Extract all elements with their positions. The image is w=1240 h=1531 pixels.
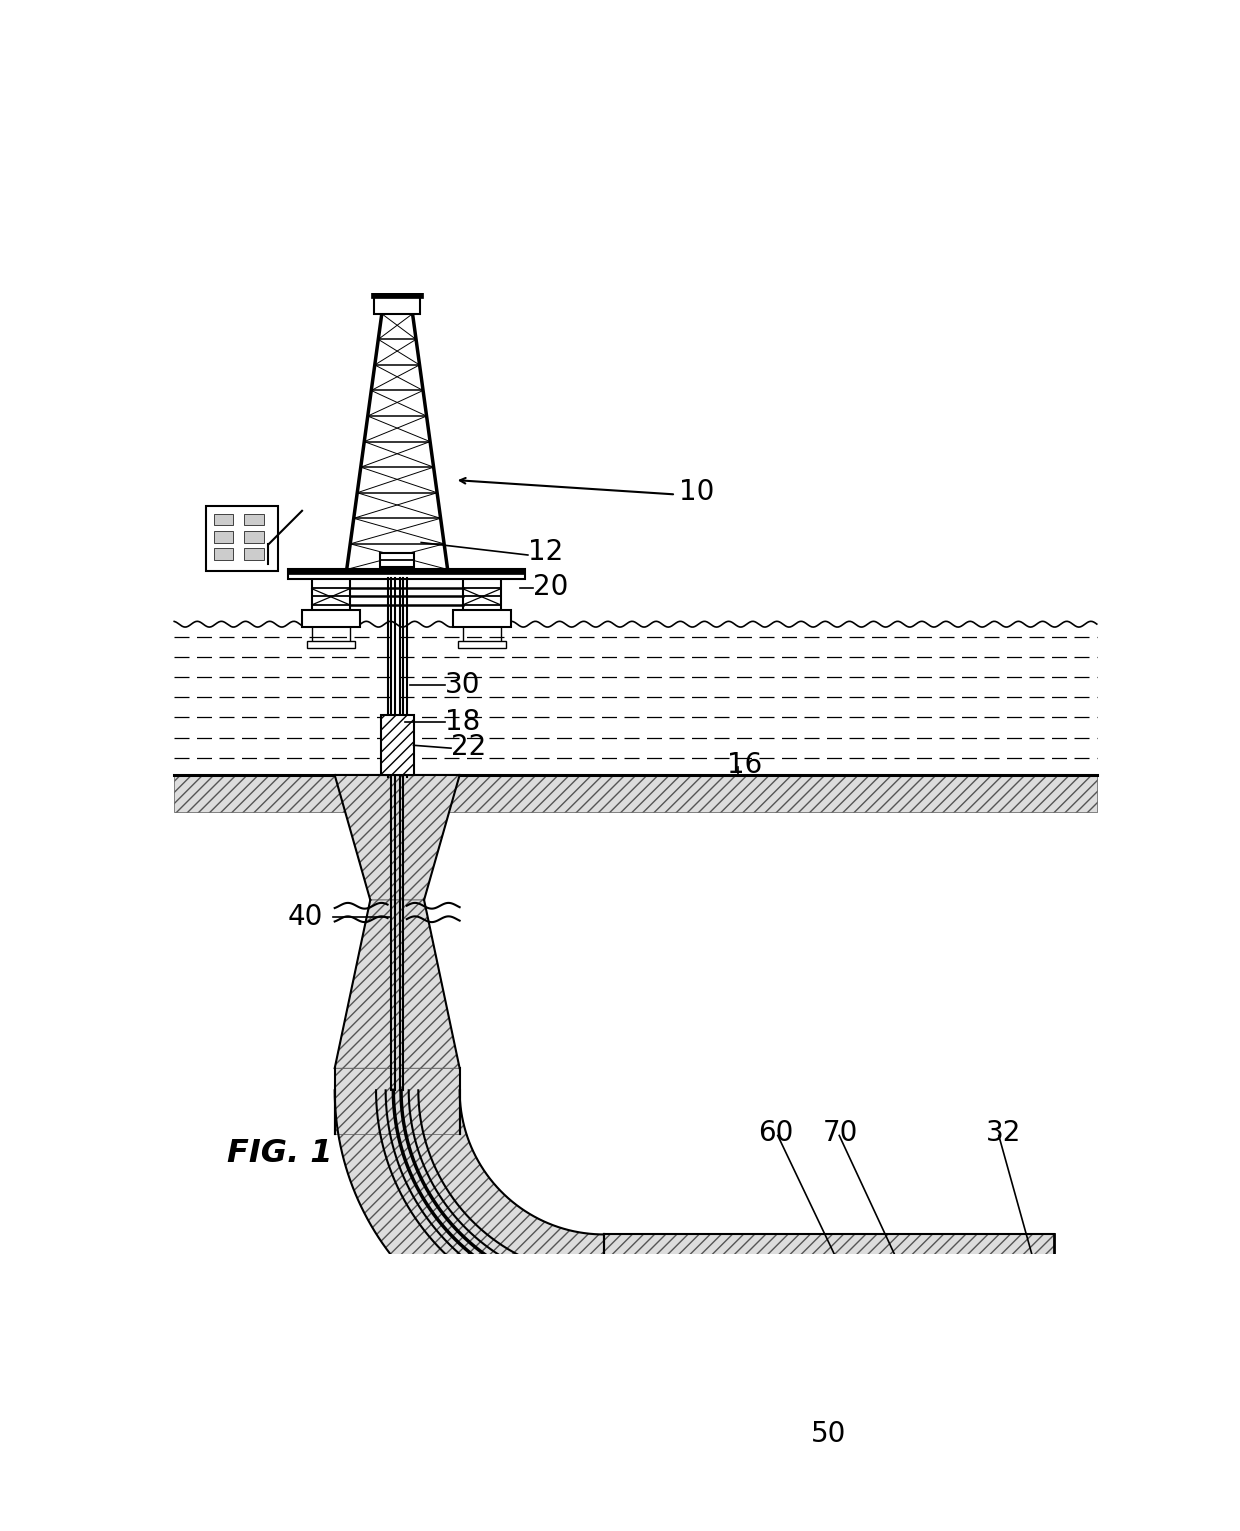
Polygon shape: [174, 775, 1096, 811]
Bar: [1023, 1278, 1050, 1317]
Text: FIG. 1: FIG. 1: [227, 1138, 332, 1170]
Bar: [379, 553, 414, 566]
Text: 60: 60: [759, 1119, 794, 1147]
Text: 18: 18: [445, 709, 480, 736]
Text: 50: 50: [811, 1421, 847, 1448]
Text: 12: 12: [528, 537, 563, 566]
Polygon shape: [604, 1234, 1054, 1360]
Polygon shape: [335, 1090, 604, 1360]
Text: 70: 70: [823, 1119, 858, 1147]
Bar: [213, 514, 233, 525]
Text: 22: 22: [451, 733, 486, 761]
Bar: [206, 507, 278, 571]
Text: 16: 16: [727, 752, 763, 779]
Bar: [288, 570, 525, 574]
Bar: [1027, 1283, 1045, 1312]
Text: 32: 32: [986, 1119, 1022, 1147]
Text: 40: 40: [288, 903, 322, 931]
Text: 20: 20: [533, 573, 568, 600]
Polygon shape: [335, 900, 460, 1069]
Polygon shape: [335, 775, 460, 900]
Bar: [392, 268, 403, 276]
Bar: [244, 548, 264, 560]
Polygon shape: [335, 1069, 460, 1133]
Bar: [213, 548, 233, 560]
Bar: [213, 531, 233, 542]
Bar: [288, 570, 525, 579]
Bar: [244, 514, 264, 525]
Bar: [458, 640, 506, 648]
Bar: [374, 294, 420, 314]
Bar: [244, 531, 264, 542]
Bar: [306, 640, 355, 648]
Bar: [386, 274, 409, 285]
Text: 10: 10: [678, 478, 714, 505]
Bar: [453, 609, 511, 628]
Bar: [303, 609, 360, 628]
Bar: [381, 715, 413, 775]
Text: 30: 30: [445, 671, 481, 698]
Bar: [371, 292, 423, 299]
